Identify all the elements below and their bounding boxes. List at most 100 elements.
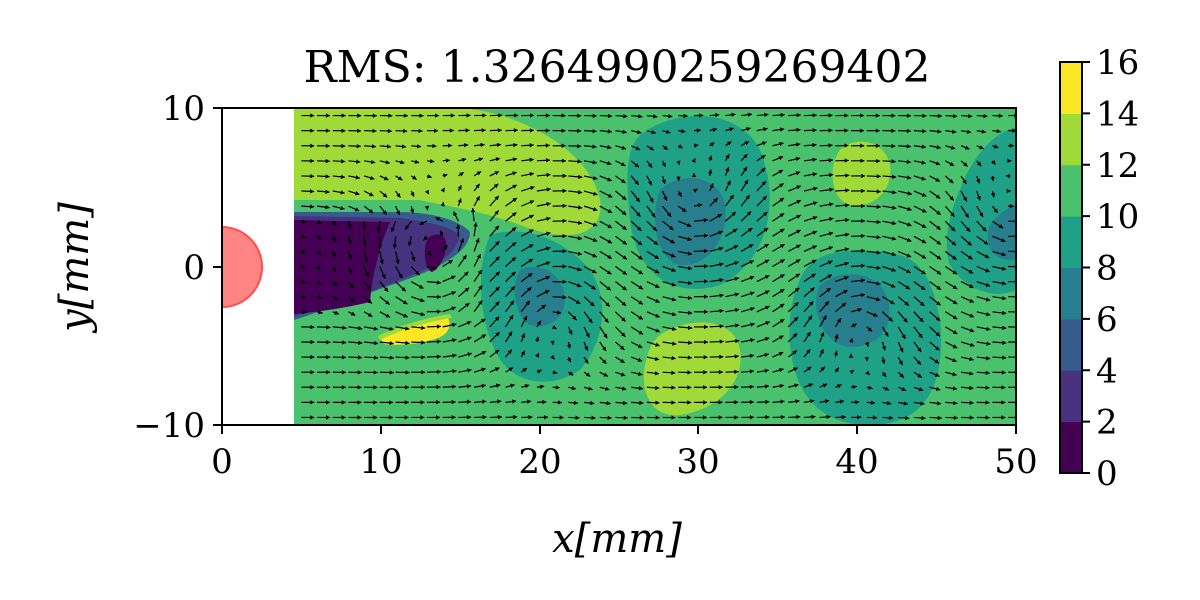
velocity-arrow-head bbox=[725, 167, 730, 172]
velocity-arrow-head bbox=[891, 236, 897, 241]
velocity-arrow-head bbox=[779, 367, 784, 373]
velocity-arrow-head bbox=[362, 226, 367, 231]
velocity-arrow-head bbox=[495, 256, 500, 261]
velocity-arrow-head bbox=[530, 113, 535, 118]
velocity-arrow-head bbox=[495, 157, 501, 162]
velocity-arrow-head bbox=[495, 271, 500, 277]
velocity-arrow-head bbox=[419, 113, 424, 118]
velocity-arrow-head bbox=[622, 285, 627, 291]
velocity-arrow-head bbox=[1001, 281, 1007, 286]
velocity-arrow-head bbox=[639, 415, 644, 420]
colorbar-tick-label: 8 bbox=[1096, 249, 1118, 289]
velocity-arrow-head bbox=[843, 290, 848, 294]
velocity-arrow-head bbox=[1018, 370, 1022, 374]
velocity-arrow-head bbox=[557, 400, 562, 405]
velocity-arrow-head bbox=[884, 331, 889, 337]
velocity-arrow-head bbox=[795, 399, 800, 404]
velocity-arrow-head bbox=[824, 399, 830, 404]
velocity-arrow-head bbox=[389, 326, 394, 331]
velocity-arrow-head bbox=[573, 400, 578, 406]
velocity-arrow-head bbox=[562, 218, 567, 224]
velocity-arrow-head bbox=[495, 383, 501, 388]
velocity-arrow-head bbox=[827, 260, 833, 265]
velocity-arrow-head bbox=[907, 206, 912, 212]
velocity-arrow-head bbox=[726, 141, 732, 146]
velocity-arrow-head bbox=[608, 113, 613, 119]
velocity-arrow-head bbox=[811, 259, 817, 264]
velocity-arrow-head bbox=[432, 265, 437, 271]
velocity-arrow-head bbox=[1001, 266, 1007, 271]
velocity-arrow-head bbox=[990, 176, 995, 182]
velocity-arrow-head bbox=[671, 297, 677, 302]
velocity-arrow-head bbox=[562, 233, 567, 239]
velocity-arrow-head bbox=[764, 244, 769, 249]
velocity-arrow-head bbox=[568, 330, 573, 335]
velocity-arrow-head bbox=[968, 269, 974, 274]
velocity-arrow-head bbox=[671, 385, 676, 390]
velocity-arrow-head bbox=[666, 212, 672, 217]
velocity-arrow-head bbox=[687, 355, 692, 360]
velocity-arrow-head bbox=[963, 162, 968, 167]
velocity-arrow-head bbox=[655, 400, 660, 405]
velocity-arrow-head bbox=[325, 204, 330, 210]
velocity-arrow-head bbox=[403, 313, 408, 318]
velocity-arrow-head bbox=[395, 259, 400, 265]
contour-lower-right-lobe bbox=[643, 322, 741, 416]
velocity-arrow-head bbox=[828, 246, 833, 251]
velocity-arrow-head bbox=[1009, 203, 1014, 209]
velocity-arrow-head bbox=[828, 128, 833, 133]
velocity-arrow-head bbox=[316, 235, 322, 240]
velocity-arrow-head bbox=[917, 373, 922, 378]
velocity-arrow-head bbox=[717, 214, 722, 219]
velocity-arrow-head bbox=[356, 143, 361, 149]
velocity-arrow-head bbox=[654, 356, 660, 362]
velocity-arrow-head bbox=[341, 113, 346, 118]
chart-title: RMS: 1.3264990259269402 bbox=[303, 42, 930, 93]
velocity-arrow-head bbox=[341, 385, 346, 390]
velocity-arrow-head bbox=[935, 331, 940, 337]
contour-wake-eddy bbox=[424, 234, 447, 272]
velocity-arrow-head bbox=[779, 228, 785, 233]
colorbar: 0 2 4 6 8 10 12 14 16 bbox=[1060, 43, 1139, 494]
velocity-arrow-head bbox=[725, 154, 730, 159]
velocity-arrow-head bbox=[837, 384, 842, 389]
velocity-arrow-head bbox=[860, 278, 865, 283]
velocity-arrow-head bbox=[891, 143, 896, 149]
velocity-arrow-head bbox=[440, 187, 445, 193]
velocity-arrow-head bbox=[952, 315, 958, 320]
velocity-arrow-head bbox=[607, 415, 612, 421]
velocity-arrow-head bbox=[436, 354, 441, 359]
velocity-arrow-head bbox=[405, 225, 410, 230]
velocity-arrow-head bbox=[703, 370, 708, 375]
velocity-arrow-head bbox=[921, 254, 927, 259]
velocity-arrow-head bbox=[936, 240, 941, 245]
velocity-arrow-head bbox=[578, 174, 583, 180]
velocity-arrow-head bbox=[435, 217, 441, 222]
velocity-arrow-head bbox=[718, 384, 723, 390]
velocity-arrow-head bbox=[903, 317, 908, 323]
velocity-arrow-head bbox=[969, 356, 974, 362]
velocity-arrow-head bbox=[478, 285, 483, 290]
velocity-arrow-head bbox=[410, 192, 415, 197]
velocity-arrow-head bbox=[655, 298, 660, 303]
velocity-arrow-head bbox=[990, 192, 996, 198]
velocity-arrow-head bbox=[511, 227, 517, 232]
velocity-arrow-head bbox=[873, 312, 878, 317]
velocity-arrow-head bbox=[482, 399, 487, 404]
velocity-arrow-head bbox=[372, 128, 377, 134]
velocity-arrow-head bbox=[405, 385, 410, 390]
velocity-arrow-head bbox=[870, 400, 876, 405]
velocity-arrow-head bbox=[341, 355, 347, 360]
velocity-arrow-head bbox=[845, 188, 850, 193]
velocity-arrow-head bbox=[310, 173, 315, 179]
velocity-arrow-head bbox=[459, 172, 464, 177]
velocity-arrow-head bbox=[577, 143, 582, 149]
velocity-arrow-head bbox=[687, 236, 692, 242]
velocity-arrow-head bbox=[605, 386, 610, 391]
velocity-arrow-head bbox=[734, 384, 739, 390]
velocity-arrow-head bbox=[478, 157, 483, 162]
velocity-arrow-head bbox=[811, 273, 816, 278]
velocity-arrow-head bbox=[566, 344, 572, 349]
velocity-arrow-head bbox=[419, 220, 424, 225]
